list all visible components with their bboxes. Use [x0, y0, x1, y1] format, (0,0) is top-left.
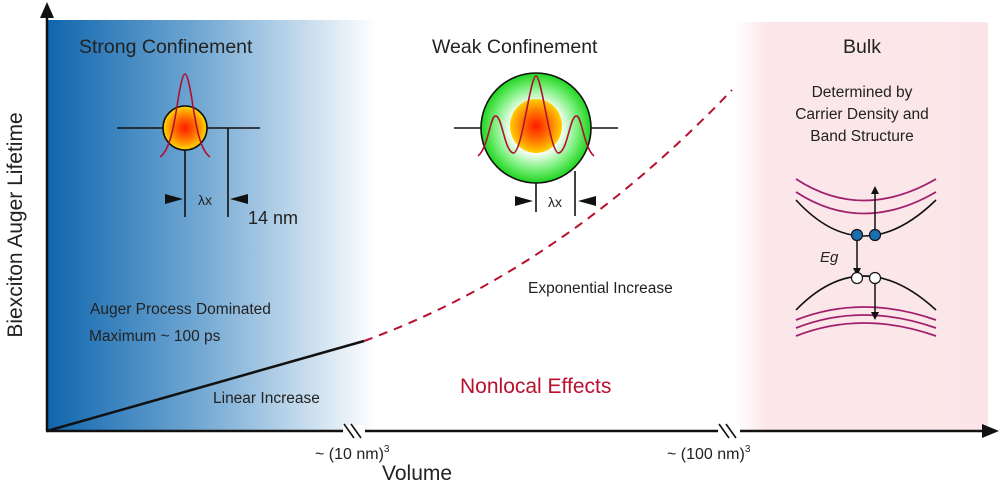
linear-increase-label: Linear Increase: [213, 390, 320, 407]
y-axis-label: Biexciton Auger Lifetime: [4, 112, 27, 337]
bulk-desc-3: Band Structure: [810, 128, 913, 145]
band-gap-label: Eg: [820, 249, 839, 266]
exponential-increase-label: Exponential Increase: [528, 280, 673, 297]
nonlocal-effects-label: Nonlocal Effects: [460, 375, 611, 398]
exponential-increase-curve: [363, 89, 733, 342]
weak-confinement-title: Weak Confinement: [432, 36, 598, 58]
x-axis-arrow-icon: [982, 424, 999, 438]
bulk-region: [735, 22, 988, 430]
hole-icon: [850, 271, 864, 285]
hole-icon: [868, 271, 882, 285]
axis-break-2: [718, 423, 740, 439]
x-axis-label: Volume: [382, 462, 452, 485]
strong-note-2: Maximum ~ 100 ps: [89, 328, 221, 345]
strong-lambda-label: λx: [198, 192, 212, 208]
linear-increase-line: [46, 339, 365, 433]
x-tick-100nm: ~ (100 nm)3: [667, 444, 751, 463]
x-tick-10nm: ~ (10 nm)3: [315, 444, 390, 463]
bulk-desc-2: Carrier Density and: [795, 106, 929, 123]
y-axis-arrow-icon: [40, 2, 54, 18]
bulk-title: Bulk: [843, 36, 881, 58]
weak-lambda-label: λx: [548, 194, 562, 210]
bulk-desc-1: Determined by: [812, 84, 913, 101]
strong-size-label: 14 nm: [248, 208, 298, 228]
strong-confinement-dot-icon: [117, 73, 260, 217]
electron-icon: [868, 228, 882, 242]
weak-confinement-dot-icon: [454, 72, 618, 216]
strong-note-1: Auger Process Dominated: [90, 301, 271, 318]
strong-confinement-region: [47, 20, 377, 430]
axis-break-1: [343, 423, 365, 439]
strong-confinement-title: Strong Confinement: [79, 36, 253, 58]
electron-icon: [850, 228, 864, 242]
band-structure-diagram: [795, 178, 937, 337]
